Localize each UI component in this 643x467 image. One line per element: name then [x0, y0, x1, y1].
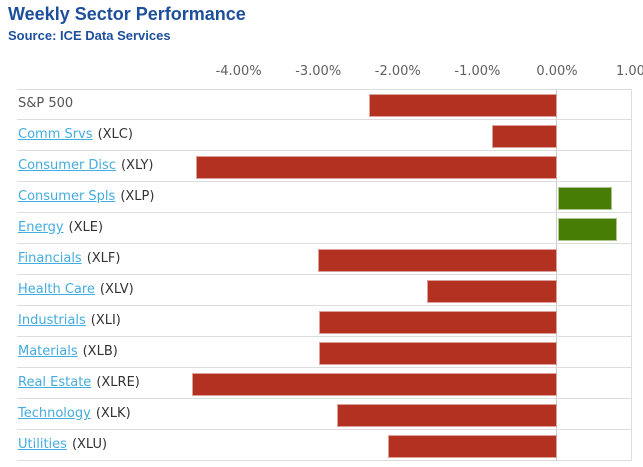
ticker-symbol: (XLB): [82, 344, 118, 359]
performance-bar[interactable]: [191, 373, 557, 396]
ticker-symbol: (XLI): [90, 313, 121, 328]
sector-link[interactable]: Energy: [18, 220, 64, 235]
row-label: Materials (XLB): [18, 337, 118, 367]
performance-bar[interactable]: [369, 94, 557, 117]
row-separator: [17, 274, 632, 275]
chart-row: Financials (XLF): [0, 244, 643, 275]
performance-bar[interactable]: [491, 125, 557, 148]
row-label: Consumer Spls (XLP): [18, 182, 154, 212]
x-axis-tick-label: 1.00%: [615, 64, 643, 79]
row-separator: [17, 429, 632, 430]
axis-top-line: [17, 89, 632, 90]
ticker-symbol: (XLV): [99, 282, 134, 297]
row-separator: [17, 336, 632, 337]
performance-bar[interactable]: [558, 187, 613, 210]
row-label: S&P 500: [18, 89, 73, 119]
sector-link[interactable]: Materials: [18, 344, 78, 359]
performance-bar[interactable]: [388, 435, 557, 458]
row-separator: [17, 398, 632, 399]
row-label: Health Care (XLV): [18, 275, 134, 305]
zero-gridline: [556, 89, 557, 461]
sector-link[interactable]: Comm Srvs: [18, 127, 93, 142]
row-separator: [17, 181, 632, 182]
chart-row: Comm Srvs (XLC): [0, 120, 643, 151]
performance-bar[interactable]: [318, 249, 557, 272]
plot-area: S&P 500 Comm Srvs (XLC) Consumer Disc (XLY) C…: [0, 89, 643, 461]
chart-row: Energy (XLE): [0, 213, 643, 244]
row-label: Technology (XLK): [18, 399, 131, 429]
performance-bar[interactable]: [318, 311, 557, 334]
sector-link[interactable]: Consumer Spls: [18, 189, 116, 204]
row-label: Energy (XLE): [18, 213, 103, 243]
x-axis: -4.00% -3.00% -2.00% -1.00% 0.00% 1.00%: [0, 64, 643, 84]
performance-bar[interactable]: [337, 404, 557, 427]
row-separator: [17, 150, 632, 151]
ticker-symbol: (XLF): [86, 251, 121, 266]
chart-row: Consumer Spls (XLP): [0, 182, 643, 213]
sector-link[interactable]: Real Estate: [18, 375, 92, 390]
chart-header: Weekly Sector Performance Source: ICE Da…: [8, 4, 246, 43]
x-axis-tick-label: -2.00%: [374, 64, 421, 79]
row-label: Consumer Disc (XLY): [18, 151, 153, 181]
row-label: Industrials (XLI): [18, 306, 121, 336]
ticker-symbol: (XLE): [68, 220, 104, 235]
performance-bar[interactable]: [427, 280, 557, 303]
chart-title: Weekly Sector Performance: [8, 4, 246, 24]
x-axis-tick-label: -4.00%: [215, 64, 262, 79]
chart-row: Consumer Disc (XLY): [0, 151, 643, 182]
ticker-symbol: (XLK): [95, 406, 131, 421]
plot-right-border: [631, 89, 632, 461]
row-separator: [17, 305, 632, 306]
ticker-symbol: (XLP): [120, 189, 155, 204]
row-separator: [17, 119, 632, 120]
sector-link[interactable]: Technology: [18, 406, 91, 421]
row-separator: [17, 212, 632, 213]
x-axis-tick-label: -3.00%: [295, 64, 342, 79]
performance-bar[interactable]: [558, 218, 618, 241]
row-separator: [17, 460, 632, 461]
x-axis-tick-label: -1.00%: [454, 64, 501, 79]
ticker-symbol: (XLU): [71, 437, 108, 452]
chart-row: Industrials (XLI): [0, 306, 643, 337]
sector-link[interactable]: Financials: [18, 251, 82, 266]
sector-link[interactable]: Consumer Disc: [18, 158, 116, 173]
ticker-symbol: (XLC): [97, 127, 133, 142]
row-label: Comm Srvs (XLC): [18, 120, 133, 150]
chart-row: Real Estate (XLRE): [0, 368, 643, 399]
performance-bar[interactable]: [318, 342, 557, 365]
ticker-symbol: (XLRE): [96, 375, 140, 390]
chart-row: Utilities (XLU): [0, 430, 643, 461]
chart-row: S&P 500: [0, 89, 643, 120]
sector-name: S&P 500: [18, 96, 74, 111]
sector-link[interactable]: Industrials: [18, 313, 86, 328]
row-separator: [17, 367, 632, 368]
chart-source: Source: ICE Data Services: [8, 28, 171, 43]
chart-row: Materials (XLB): [0, 337, 643, 368]
row-label: Utilities (XLU): [18, 430, 107, 460]
x-axis-tick-label: 0.00%: [536, 64, 578, 79]
row-separator: [17, 243, 632, 244]
ticker-symbol: (XLY): [120, 158, 154, 173]
sector-link[interactable]: Utilities: [18, 437, 67, 452]
chart-row: Health Care (XLV): [0, 275, 643, 306]
sector-link[interactable]: Health Care: [18, 282, 95, 297]
row-label: Real Estate (XLRE): [18, 368, 140, 398]
chart-row: Technology (XLK): [0, 399, 643, 430]
row-label: Financials (XLF): [18, 244, 120, 274]
performance-bar[interactable]: [196, 156, 557, 179]
